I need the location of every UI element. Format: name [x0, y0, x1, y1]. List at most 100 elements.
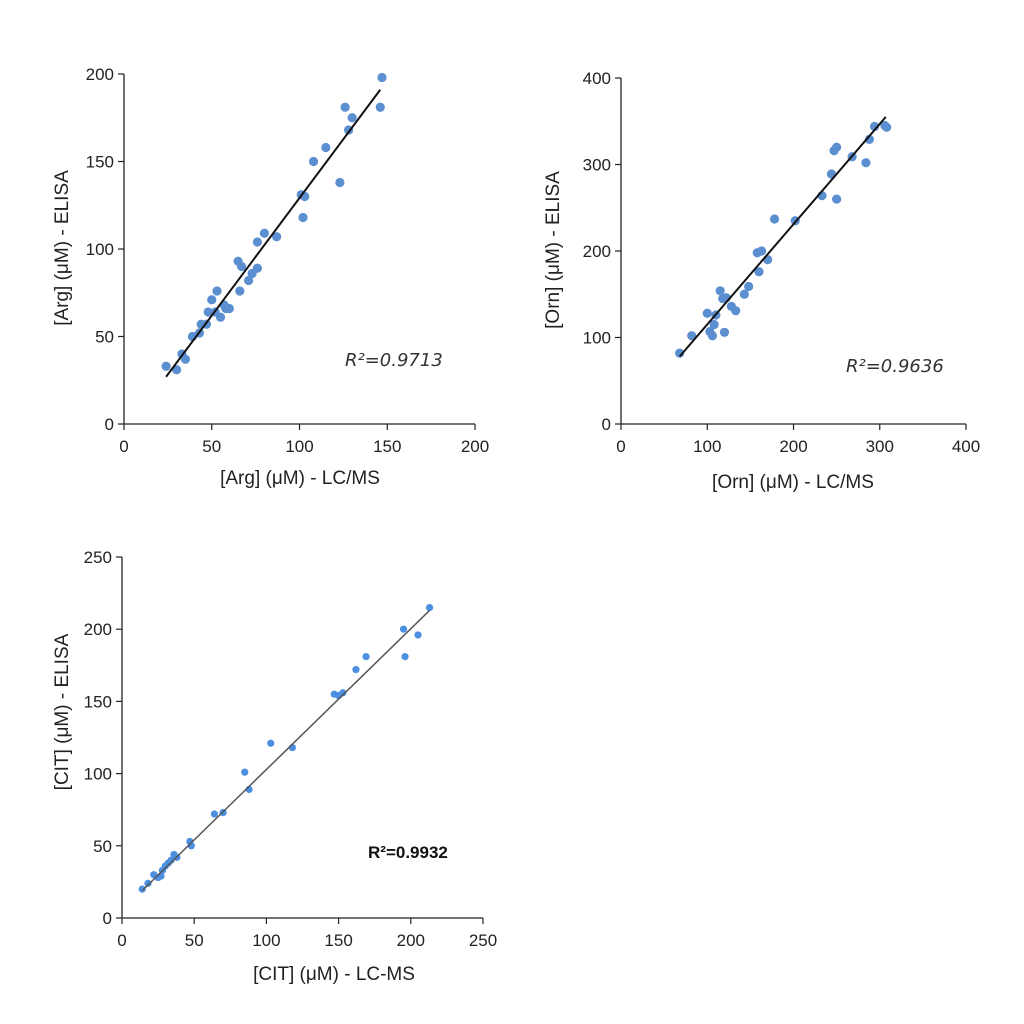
arg-data-point [212, 286, 222, 296]
orn-y-axis-title: [Orn] (μM) - ELISA [543, 171, 564, 329]
cit-x-tick-label: 150 [324, 931, 352, 950]
orn-data-point [739, 289, 749, 299]
arg-data-point [272, 232, 282, 242]
cit-fit-line [141, 609, 431, 892]
cit-data-point [425, 603, 434, 612]
arg-x-tick-label: 200 [461, 437, 489, 456]
arg-x-tick-label: 150 [373, 437, 401, 456]
cit-data-point [362, 653, 370, 661]
arg-y-tick-label: 200 [86, 65, 114, 84]
cit-data-point [241, 768, 249, 776]
orn-data-point [832, 194, 842, 204]
orn-data-point [719, 327, 730, 337]
orn-y-tick-label: 200 [583, 242, 611, 261]
arg-data-point [224, 303, 234, 314]
cit-x-tick-label: 0 [117, 931, 126, 950]
cit-data-point [352, 666, 360, 674]
arg-data-point [347, 113, 357, 123]
arg-data-point [244, 275, 254, 286]
orn-data-point [731, 306, 741, 316]
arg-y-tick-label: 0 [105, 415, 114, 434]
cit-x-axis-title: [CIT] (μM) - LC-MS [253, 964, 415, 985]
cit-data-point [167, 856, 175, 864]
cit-x-tick-label: 50 [185, 931, 204, 950]
cit-chart: [CIT] (μM) - LC-MS [CIT] (μM) - ELISA R²… [52, 548, 497, 985]
orn-x-tick-label: 100 [693, 437, 721, 456]
arg-data-point [298, 212, 308, 223]
orn-data-point [702, 308, 712, 318]
orn-data-point [756, 246, 767, 256]
orn-data-point [709, 319, 719, 330]
arg-x-tick-label: 100 [285, 437, 313, 456]
orn-data-point [763, 255, 773, 265]
cit-y-tick-label: 150 [84, 692, 112, 711]
orn-y-tick-label: 300 [583, 156, 611, 175]
orn-fit-line [678, 116, 887, 358]
cit-y-tick-label: 50 [93, 837, 112, 856]
arg-x-axis-title: [Arg] (μM) - LC/MS [220, 468, 380, 489]
arg-data-point [203, 307, 213, 317]
arg-data-point [252, 263, 262, 273]
orn-data-point [882, 122, 892, 132]
cit-data-point [414, 631, 422, 639]
arg-y-axis-title: [Arg] (μM) - ELISA [52, 170, 73, 326]
arg-fit-line [165, 89, 382, 378]
orn-data-point [707, 331, 718, 341]
orn-y-tick-label: 0 [602, 415, 611, 434]
arg-data-point [235, 286, 245, 296]
orn-data-point [744, 281, 754, 292]
cit-data-point [339, 689, 347, 697]
cit-data-point [138, 885, 146, 893]
cit-r2-annotation: R²=0.9932 [368, 843, 448, 862]
orn-data-point [769, 214, 780, 224]
arg-data-point [161, 361, 171, 371]
arg-x-tick-label: 50 [202, 437, 221, 456]
arg-y-tick-label: 50 [95, 328, 114, 347]
orn-data-point [861, 158, 871, 168]
arg-data-point [377, 72, 387, 83]
cit-x-tick-label: 200 [397, 931, 425, 950]
cit-x-tick-label: 100 [252, 931, 280, 950]
arg-data-point [236, 261, 247, 272]
orn-y-tick-label: 100 [583, 329, 611, 348]
arg-y-tick-label: 100 [86, 240, 114, 259]
orn-x-tick-label: 200 [779, 437, 807, 456]
arg-r2-annotation: R²=0.9713 [345, 350, 443, 371]
arg-chart: [Arg] (μM) - LC/MS [Arg] (μM) - ELISA R²… [52, 65, 489, 489]
arg-data-point [180, 354, 191, 364]
orn-data-point [687, 331, 697, 341]
cit-y-tick-label: 250 [84, 548, 112, 567]
cit-data-point [401, 653, 409, 661]
arg-data-point [172, 365, 182, 375]
orn-data-point [832, 142, 842, 152]
arg-data-point [340, 102, 350, 112]
cit-data-point [144, 879, 152, 887]
orn-r2-annotation: R²=0.9636 [846, 356, 944, 377]
cit-y-tick-label: 100 [84, 765, 112, 784]
cit-data-point [399, 625, 408, 633]
arg-x-tick-label: 0 [119, 437, 128, 456]
cit-data-point [267, 739, 275, 747]
arg-data-point [375, 102, 385, 112]
orn-chart: [Orn] (μM) - LC/MS [Orn] (μM) - ELISA R²… [543, 69, 980, 493]
orn-x-tick-label: 400 [952, 437, 980, 456]
cit-y-tick-label: 0 [103, 909, 112, 928]
arg-data-point [259, 228, 269, 238]
arg-data-point [335, 177, 345, 188]
cit-y-axis-title: [CIT] (μM) - ELISA [52, 633, 73, 790]
arg-data-point [308, 156, 319, 167]
arg-data-point [207, 295, 217, 305]
arg-y-tick-label: 150 [86, 153, 114, 172]
arg-data-point [252, 237, 262, 247]
orn-data-point [715, 286, 725, 296]
orn-x-tick-label: 0 [616, 437, 625, 456]
cit-y-tick-label: 200 [84, 620, 112, 639]
orn-x-tick-label: 300 [866, 437, 894, 456]
cit-data-point [210, 810, 219, 818]
orn-x-axis-title: [Orn] (μM) - LC/MS [712, 472, 874, 493]
orn-y-tick-label: 400 [583, 69, 611, 88]
arg-data-point [321, 142, 331, 153]
arg-data-point [215, 312, 226, 322]
orn-data-point [754, 267, 764, 277]
